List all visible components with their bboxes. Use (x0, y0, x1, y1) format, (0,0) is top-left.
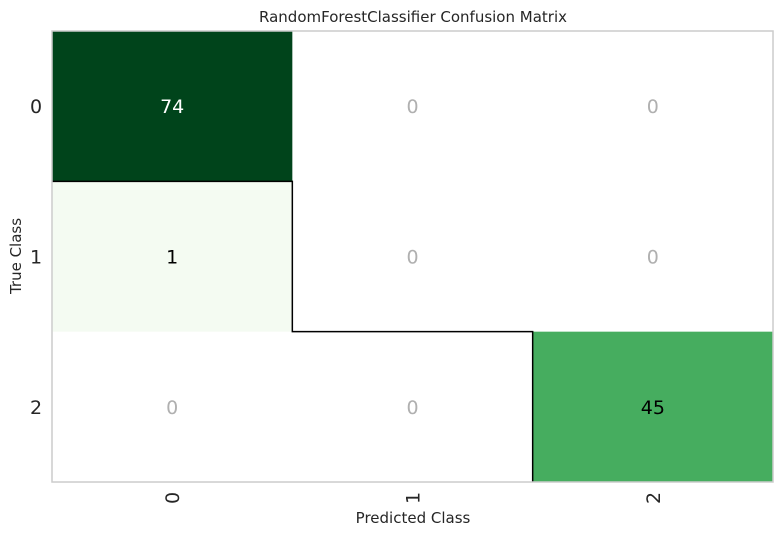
cell-0-1 (292, 31, 534, 182)
cell-2-1 (292, 331, 534, 483)
cell-value-2-0: 0 (166, 397, 178, 419)
cell-1-0 (52, 181, 293, 333)
cell-0-2 (532, 31, 774, 182)
y-tick-2: 2 (30, 397, 42, 419)
x-tick-0: 0 (162, 492, 184, 504)
cell-1-2 (532, 181, 774, 333)
heatmap-cells: 74 0 0 1 0 0 0 0 45 (52, 31, 774, 483)
plot-frame (51, 30, 774, 483)
x-tick-labels: 0 1 2 (162, 492, 665, 504)
cell-value-1-1: 0 (406, 247, 418, 269)
chart-title: RandomForestClassifier Confusion Matrix (259, 8, 567, 26)
cell-value-0-0: 74 (160, 96, 184, 118)
cell-2-2 (532, 331, 774, 483)
x-tick-1: 1 (403, 492, 425, 504)
y-axis-label: True Class (7, 218, 25, 295)
y-tick-labels: 0 1 2 (30, 96, 42, 419)
diagonal-outline (52, 180, 534, 482)
cell-2-0 (52, 331, 293, 483)
cell-value-1-0: 1 (166, 247, 178, 269)
cell-value-2-2: 45 (641, 397, 665, 419)
y-tick-0: 0 (30, 96, 42, 118)
cell-0-0 (52, 31, 293, 182)
cell-value-0-2: 0 (647, 96, 659, 118)
cell-value-1-2: 0 (647, 247, 659, 269)
cell-value-2-1: 0 (406, 397, 418, 419)
x-axis-label: Predicted Class (356, 509, 471, 527)
y-tick-1: 1 (30, 247, 42, 269)
x-tick-2: 2 (643, 492, 665, 504)
cell-1-1 (292, 181, 534, 333)
cell-value-0-1: 0 (406, 96, 418, 118)
